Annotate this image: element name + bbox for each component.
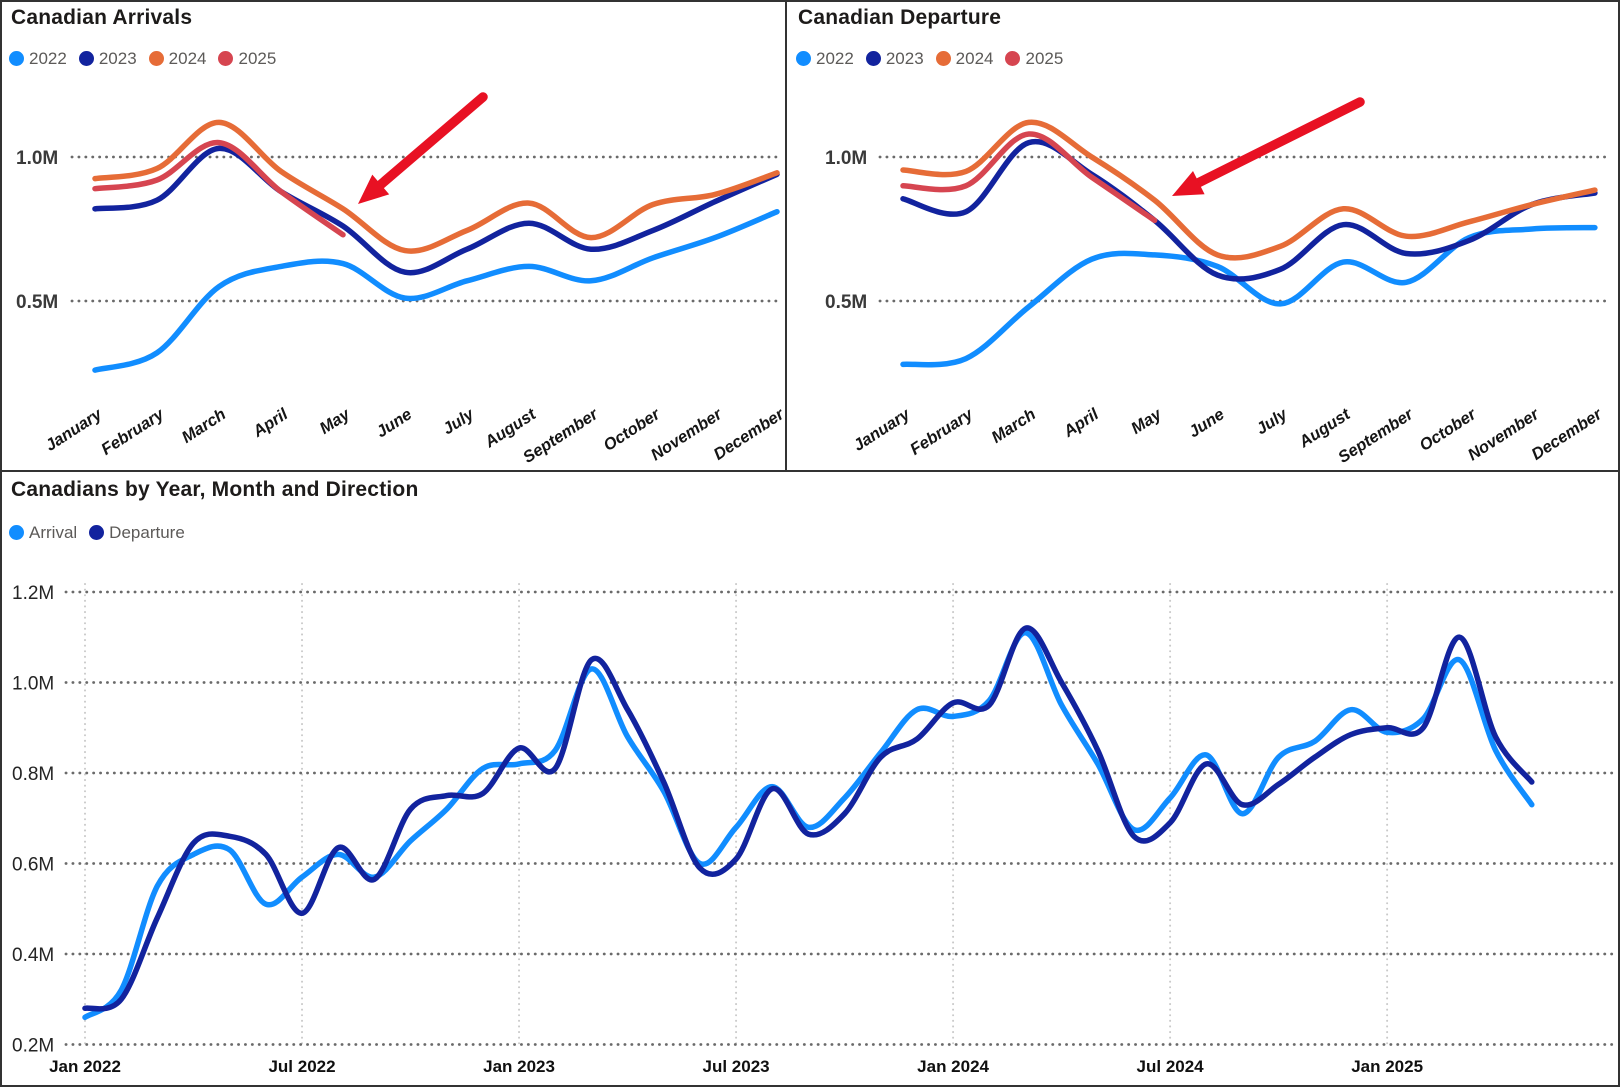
legend-label: 2025 [1025,49,1064,68]
month-axis-label: December [710,404,787,463]
legend-item-2022[interactable]: 2022 [9,50,67,67]
month-axis-label: March [179,405,230,447]
legend-label: 2023 [98,49,137,68]
month-axis-label: January [42,405,106,455]
x-axis-tick-label: Jul 2024 [1137,1057,1205,1076]
series-2022-line[interactable] [92,208,780,373]
x-axis-tick-label: Jul 2022 [268,1057,335,1076]
y-axis-tick-label: 0.5M [825,292,867,313]
month-axis-label: February [98,405,168,459]
legend-item-2023[interactable]: 2023 [865,49,924,68]
x-axis-tick-label: Jan 2022 [49,1057,121,1076]
legend-item-arrival[interactable]: Arrival [9,524,77,541]
y-axis-tick-label: 0.8M [12,764,54,785]
month-axis-label: February [907,405,977,459]
legend-label: 2023 [885,49,924,68]
month-axis-label: June [1186,405,1228,441]
y-axis-tick-label: 1.0M [12,674,54,695]
legend-label: 2025 [238,49,277,68]
red-arrow-annotation [1190,97,1365,190]
departures-panel: 1.0M 0.5M January February March April May June… [787,0,1620,472]
legend-item-2024[interactable]: 2024 [148,49,207,68]
series-2025-line[interactable] [92,139,346,238]
legend-label: 2024 [955,49,994,68]
month-axis-label: May [1128,405,1165,438]
y-axis-tick-label: 1.0M [825,148,867,169]
red-arrow-annotation [373,92,488,192]
y-axis-tick-label: 0.6M [12,855,54,876]
arrivals-legend: 2022 2023 2024 2025 [9,50,276,67]
combined-chart[interactable]: Jan 2022 Jul 2022 Jan 2023 Jul 2023 Jan 2024… [0,472,1620,1087]
panel-divider-horizontal [0,470,1620,472]
legend-item-2025[interactable]: 2025 [218,50,276,67]
legend-dot-icon [9,51,24,66]
series-2025-line[interactable] [900,131,1158,224]
legend-item-2024[interactable]: 2024 [935,49,994,68]
y-axis-tick-label: 0.4M [12,945,54,966]
y-axis-tick-label: 0.5M [16,292,58,313]
legend-dot-icon [796,51,811,66]
panel-divider-vertical [785,0,787,472]
combined-legend: Arrival Departure [9,524,185,541]
series-2024-line[interactable] [900,119,1598,261]
combined-panel: Jan 2022 Jul 2022 Jan 2023 Jul 2023 Jan 2024… [0,472,1620,1087]
legend-dot-icon [865,51,881,66]
legend-item-departure[interactable]: Departure [89,524,185,541]
y-axis-tick-label: 1.2M [12,583,54,604]
series-2022-line[interactable] [900,224,1598,368]
series-2024-line[interactable] [92,119,780,254]
month-axis-label: May [316,405,353,438]
month-axis-label: March [988,405,1039,447]
legend-dot-icon [9,525,24,540]
arrivals-title: Canadian Arrivals [11,6,193,29]
departures-legend: 2022 2023 2024 2025 [796,50,1063,67]
x-axis-tick-label: Jan 2023 [483,1057,555,1076]
legend-dot-icon [89,525,105,540]
legend-dot-icon [78,51,94,66]
legend-label: 2022 [816,49,854,68]
month-axis-label: December [1528,404,1606,463]
series-2023-line[interactable] [92,145,780,276]
x-axis-tick-label: Jan 2025 [1351,1057,1423,1076]
combined-title: Canadians by Year, Month and Direction [11,478,419,501]
legend-dot-icon [148,51,164,66]
series-2023-line[interactable] [900,138,1598,282]
legend-label: Arrival [29,523,78,542]
legend-dot-icon [935,51,951,66]
x-axis-tick-label: Jan 2024 [917,1057,989,1076]
departures-title: Canadian Departure [798,6,1002,29]
month-axis-label: July [440,405,478,439]
y-axis-tick-label: 0.2M [12,1036,54,1057]
month-axis-label: July [1253,405,1291,439]
month-axis-label: April [1060,405,1103,441]
red-arrow-head [1172,171,1205,196]
y-axis-tick-label: 1.0M [16,148,58,169]
red-arrow-head [358,174,390,204]
legend-label: Departure [109,523,185,542]
legend-dot-icon [218,51,234,66]
month-axis-label: June [373,405,415,441]
legend-item-2023[interactable]: 2023 [78,49,137,68]
month-axis-label: January [850,405,914,455]
legend-label: 2024 [168,49,207,68]
legend-label: 2022 [29,49,67,68]
series-departure-line[interactable] [82,625,1535,1012]
arrivals-panel: 1.0M 0.5M January February March April May June… [0,0,787,472]
legend-dot-icon [1005,51,1021,66]
legend-item-2025[interactable]: 2025 [1005,50,1063,67]
x-axis-tick-label: Jul 2023 [703,1057,770,1076]
month-axis-label: April [249,405,292,441]
legend-item-2022[interactable]: 2022 [796,50,854,67]
